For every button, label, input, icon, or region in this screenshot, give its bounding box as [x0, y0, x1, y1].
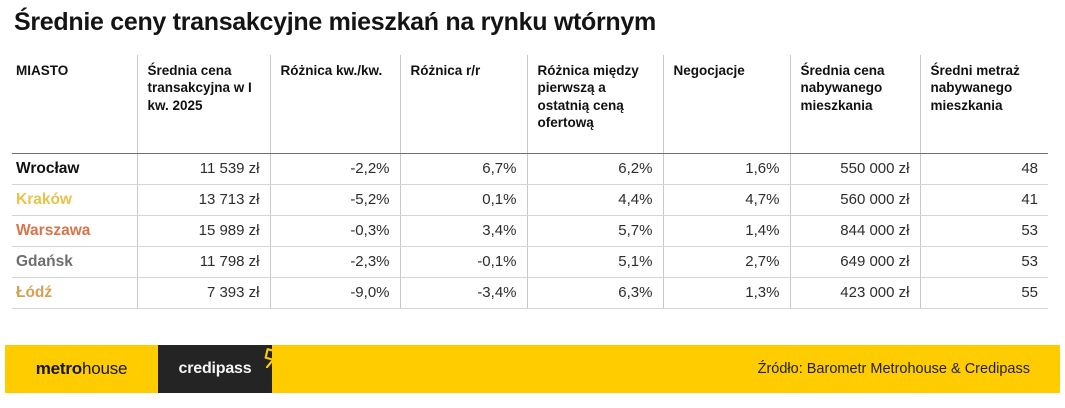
price-table: MIASTO Średnia cena transakcyjna w I kw.…	[12, 55, 1048, 309]
cell-spread-first-last: 6,3%	[526, 277, 663, 309]
footer-spacer	[272, 345, 758, 393]
table-row: Łódź 7 393 zł -9,0% -3,4% 6,3% 1,3% 423 …	[12, 277, 1048, 309]
cell-diff-yy: 3,4%	[399, 215, 527, 247]
cell-city: Wrocław	[12, 153, 137, 185]
column-header-diff-qq: Różnica kw./kw.	[269, 55, 400, 154]
table-row: Kraków 13 713 zł -5,2% 0,1% 4,4% 4,7% 56…	[12, 184, 1048, 216]
cell-spread-first-last: 5,7%	[526, 215, 663, 247]
cell-avg-purchase-price: 550 000 zł	[789, 153, 920, 185]
column-header-city: MIASTO	[12, 55, 137, 154]
cell-avg-purchase-price: 560 000 zł	[789, 184, 920, 216]
cell-diff-yy: -0,1%	[399, 246, 527, 278]
cell-avg-price: 11 539 zł	[136, 153, 270, 185]
metrohouse-logo-light: house	[81, 359, 128, 378]
cell-avg-area: 53	[919, 246, 1048, 278]
cell-diff-yy: 0,1%	[399, 184, 527, 216]
cell-spread-first-last: 5,1%	[526, 246, 663, 278]
cell-negotiations: 1,6%	[662, 153, 790, 185]
cell-avg-area: 55	[919, 277, 1048, 309]
cell-avg-area: 53	[919, 215, 1048, 247]
table-header: MIASTO Średnia cena transakcyjna w I kw.…	[12, 55, 1048, 154]
credipass-logo: credipass	[158, 345, 279, 393]
cell-avg-price: 15 989 zł	[136, 215, 270, 247]
cell-negotiations: 4,7%	[662, 184, 790, 216]
cell-avg-price: 7 393 zł	[136, 277, 270, 309]
column-header-negotiations: Negocjacje	[662, 55, 790, 154]
cell-diff-qq: -0,3%	[269, 215, 400, 247]
cell-city: Warszawa	[12, 215, 137, 247]
column-header-spread-first-last: Różnica między pierwszą a ostatnią ceną …	[526, 55, 663, 154]
cell-diff-qq: -2,2%	[269, 153, 400, 185]
cell-diff-qq: -5,2%	[269, 184, 400, 216]
cell-negotiations: 1,4%	[662, 215, 790, 247]
table-row: Warszawa 15 989 zł -0,3% 3,4% 5,7% 1,4% …	[12, 215, 1048, 247]
column-header-avg-price: Średnia cena transakcyjna w I kw. 2025	[136, 55, 270, 154]
cell-diff-qq: -9,0%	[269, 277, 400, 309]
cell-avg-purchase-price: 423 000 zł	[789, 277, 920, 309]
table-row: Gdańsk 11 798 zł -2,3% -0,1% 5,1% 2,7% 6…	[12, 246, 1048, 278]
cell-city: Łódź	[12, 277, 137, 309]
cell-spread-first-last: 4,4%	[526, 184, 663, 216]
cell-city: Gdańsk	[12, 246, 137, 278]
table-body: Wrocław 11 539 zł -2,2% 6,7% 6,2% 1,6% 5…	[12, 153, 1048, 309]
cell-negotiations: 1,3%	[662, 277, 790, 309]
column-header-diff-yy: Różnica r/r	[399, 55, 527, 154]
cell-diff-yy: -3,4%	[399, 277, 527, 309]
cell-avg-purchase-price: 844 000 zł	[789, 215, 920, 247]
price-table-container: MIASTO Średnia cena transakcyjna w I kw.…	[12, 55, 1048, 309]
cell-avg-price: 11 798 zł	[136, 246, 270, 278]
cell-avg-area: 41	[919, 184, 1048, 216]
source-note: Źródło: Barometr Metrohouse & Credipass	[757, 361, 1030, 377]
cell-diff-qq: -2,3%	[269, 246, 400, 278]
table-header-row: MIASTO Średnia cena transakcyjna w I kw.…	[12, 55, 1048, 154]
cell-diff-yy: 6,7%	[399, 153, 527, 185]
cell-negotiations: 2,7%	[662, 246, 790, 278]
metrohouse-logo: metro house	[5, 345, 158, 393]
cell-avg-area: 48	[919, 153, 1048, 185]
credipass-logo-text: credipass	[179, 348, 279, 378]
cell-spread-first-last: 6,2%	[526, 153, 663, 185]
column-header-avg-purchase-price: Średnia cena nabywanego mieszkania	[789, 55, 920, 154]
metrohouse-logo-bold: metro	[35, 359, 82, 378]
cell-avg-price: 13 713 zł	[136, 184, 270, 216]
cell-city: Kraków	[12, 184, 137, 216]
page-title: Średnie ceny transakcyjne mieszkań na ry…	[14, 8, 656, 36]
table-row: Wrocław 11 539 zł -2,2% 6,7% 6,2% 1,6% 5…	[12, 153, 1048, 185]
column-header-avg-area: Średni metraż nabywanego mieszkania	[919, 55, 1048, 154]
footer-bar: metro house credipass Źródło: Barometr Me…	[5, 345, 1060, 393]
cell-avg-purchase-price: 649 000 zł	[789, 246, 920, 278]
